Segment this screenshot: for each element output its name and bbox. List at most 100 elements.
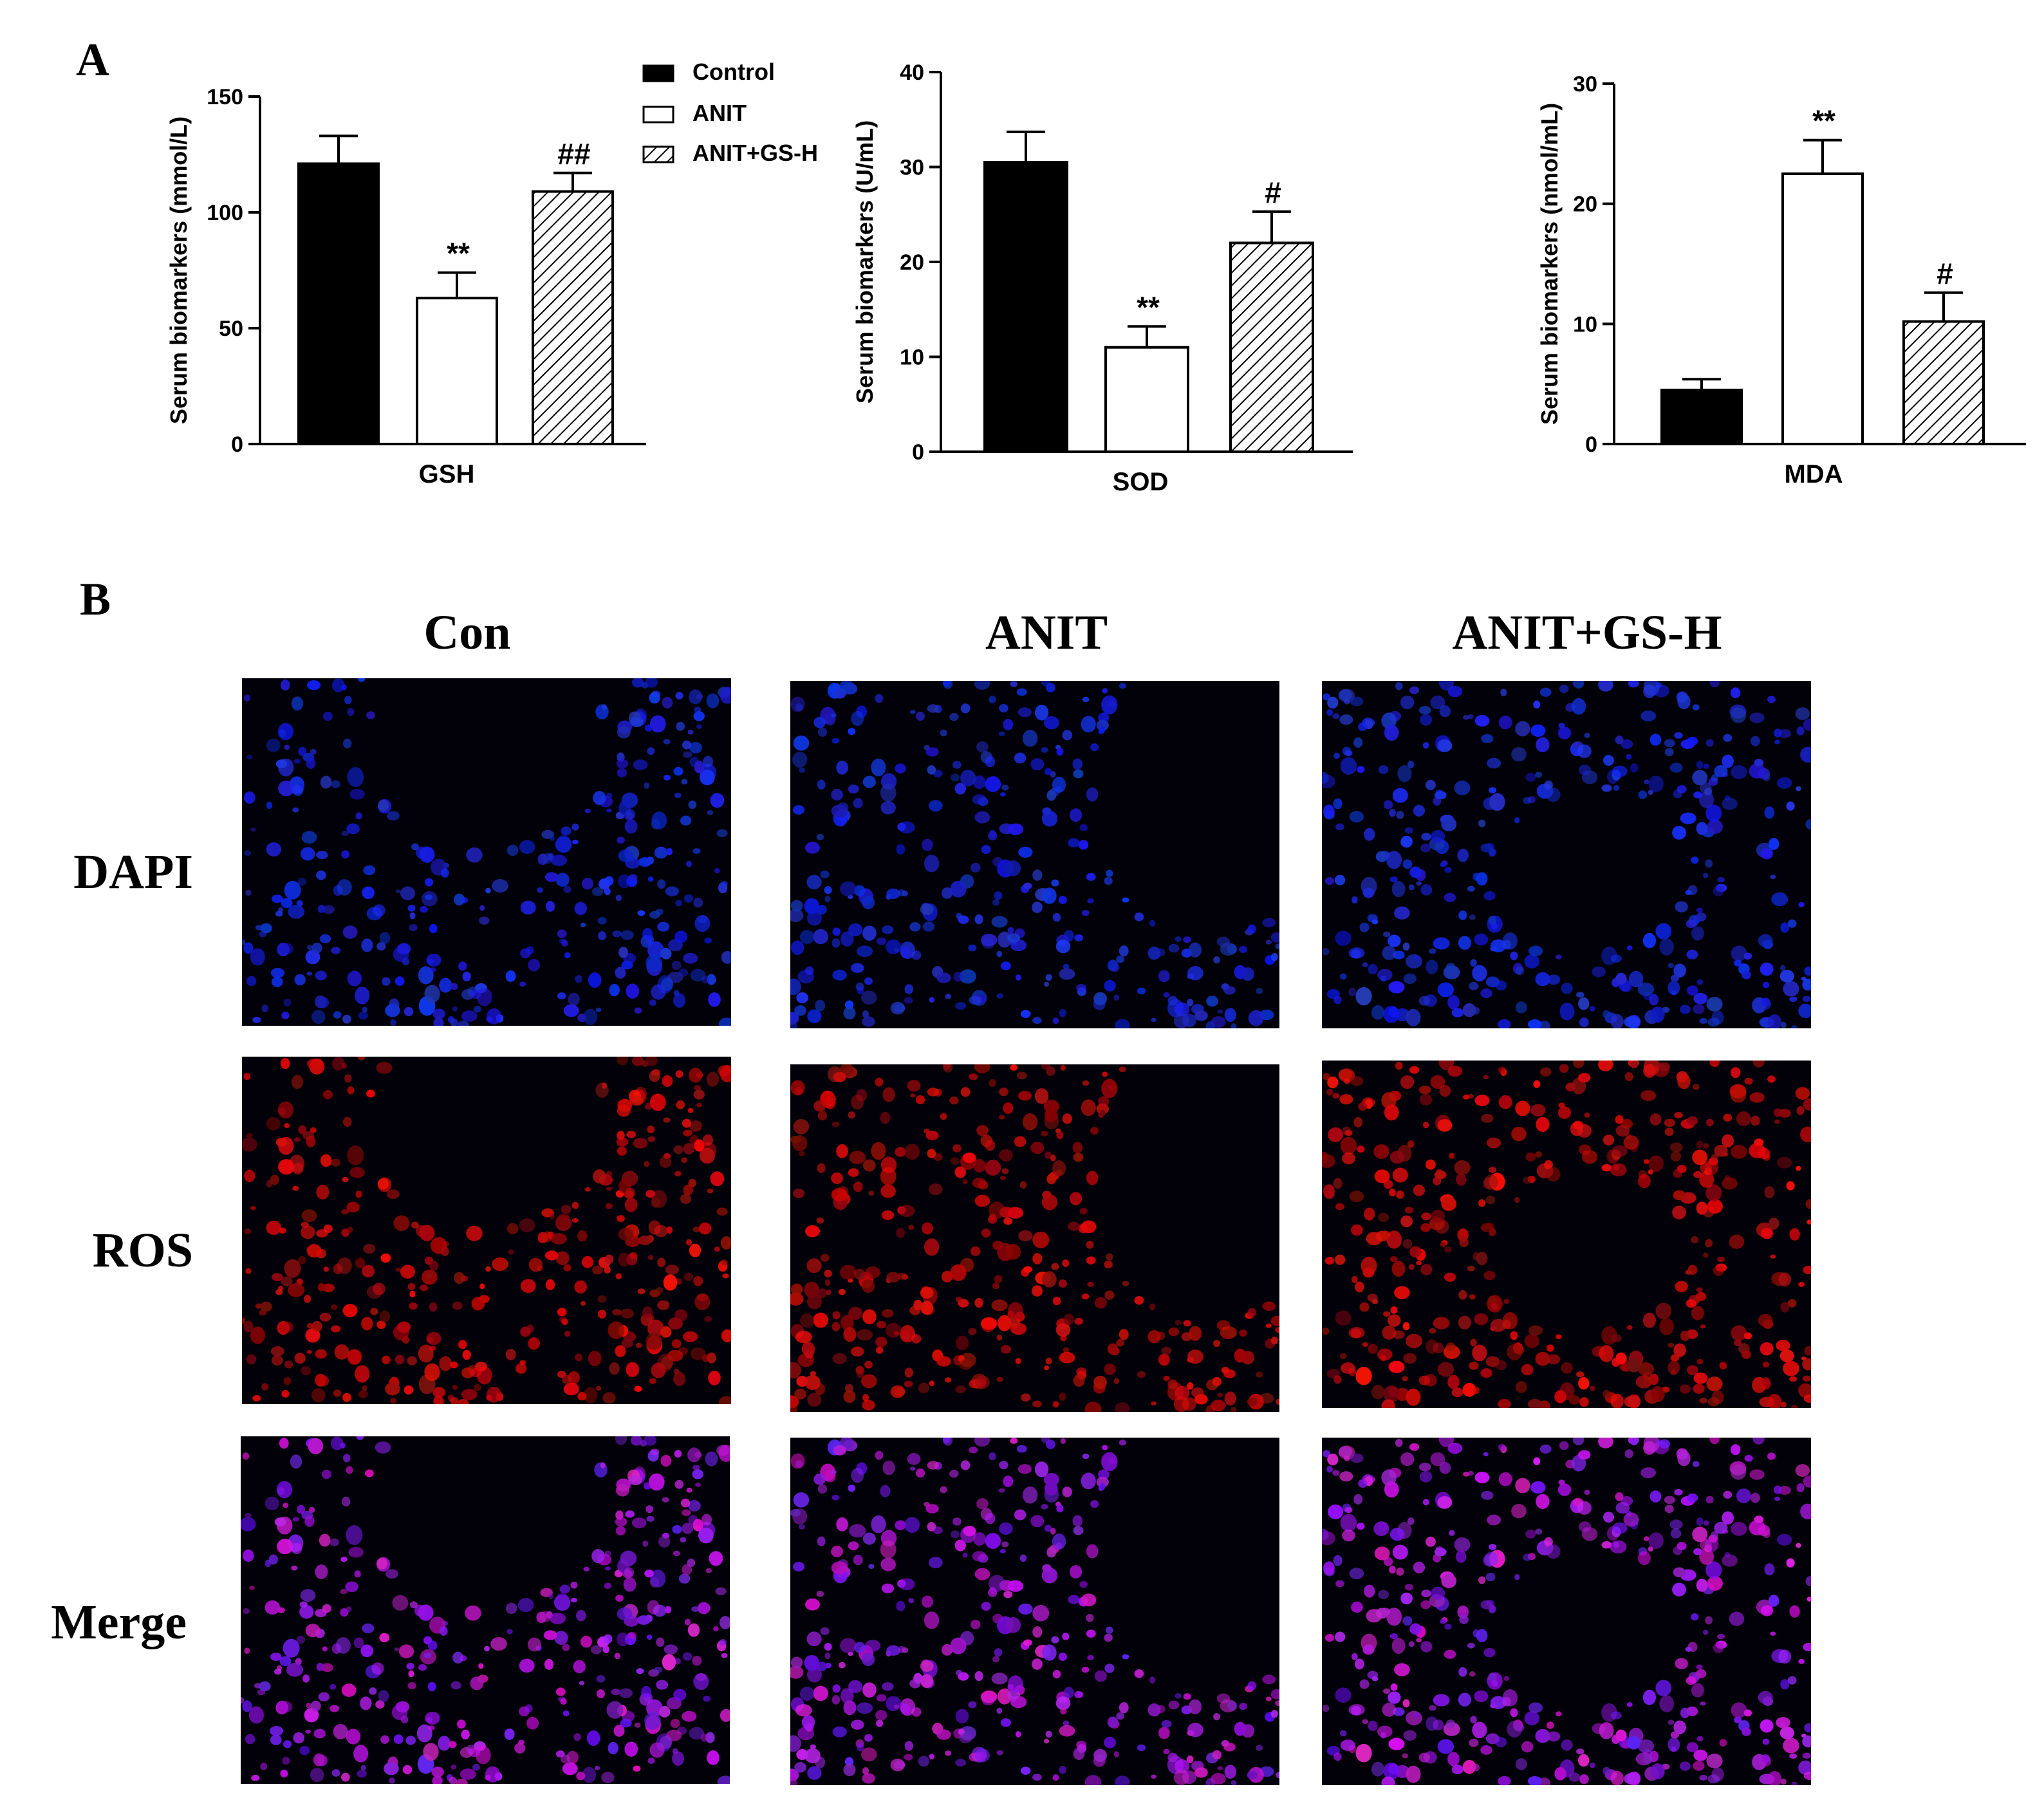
cell-nucleus xyxy=(1703,1520,1709,1526)
cell-nucleus xyxy=(1491,1302,1498,1310)
cell-nucleus xyxy=(841,1688,854,1703)
cell-nucleus xyxy=(646,954,662,972)
cell-nucleus xyxy=(252,1395,261,1402)
cell-nucleus xyxy=(951,774,960,782)
cell-nucleus xyxy=(1802,1358,1811,1371)
cell-nucleus xyxy=(582,1766,597,1783)
cell-nucleus xyxy=(1161,1719,1172,1728)
cell-nucleus xyxy=(1760,1342,1774,1356)
cell-nucleus xyxy=(864,1734,873,1742)
cell-nucleus xyxy=(301,1366,311,1376)
cell-nucleus xyxy=(1052,1774,1059,1781)
cell-nucleus xyxy=(963,1153,976,1163)
cell-nucleus xyxy=(1324,876,1334,885)
cell-nucleus xyxy=(1074,1317,1083,1325)
cell-nucleus xyxy=(1502,1696,1511,1707)
cell-nucleus xyxy=(1335,1310,1352,1326)
cell-nucleus xyxy=(815,999,826,1012)
cell-nucleus xyxy=(1731,1325,1747,1341)
cell-nucleus xyxy=(386,1189,400,1200)
cell-field xyxy=(790,681,1279,1028)
cell-nucleus xyxy=(1368,1720,1378,1731)
cell-nucleus xyxy=(904,1754,913,1761)
cell-nucleus xyxy=(355,1365,370,1383)
cell-nucleus xyxy=(1736,1488,1751,1503)
cell-nucleus xyxy=(796,992,808,1003)
cell-nucleus xyxy=(492,1257,508,1272)
cell-nucleus xyxy=(1503,1299,1510,1304)
cell-nucleus xyxy=(807,1009,822,1023)
cell-nucleus xyxy=(832,1311,841,1320)
cell-nucleus xyxy=(1438,681,1454,690)
cell-nucleus xyxy=(893,947,900,952)
cell-nucleus xyxy=(1547,1354,1561,1365)
cell-nucleus xyxy=(1390,1683,1398,1691)
cell-nucleus xyxy=(448,1741,457,1748)
cell-nucleus xyxy=(244,1228,252,1235)
cell-nucleus xyxy=(996,1750,1004,1756)
cell-nucleus xyxy=(1348,988,1357,997)
cell-nucleus xyxy=(1530,724,1546,737)
cell-nucleus xyxy=(281,1276,293,1287)
cell-nucleus xyxy=(680,815,692,826)
cell-nucleus xyxy=(1774,1108,1782,1117)
cell-nucleus xyxy=(615,1595,624,1602)
cell-nucleus xyxy=(1189,942,1202,958)
cell-nucleus xyxy=(1158,970,1170,983)
cell-nucleus xyxy=(692,848,701,854)
cell-nucleus xyxy=(1434,791,1447,800)
cell-nucleus xyxy=(1796,726,1805,736)
cell-nucleus xyxy=(707,1352,716,1364)
cell-nucleus xyxy=(1212,1376,1222,1387)
cell-nucleus xyxy=(861,1374,877,1389)
cell-nucleus xyxy=(593,791,606,806)
cell-nucleus xyxy=(519,1218,535,1233)
cell-nucleus xyxy=(1333,1752,1342,1761)
cell-nucleus xyxy=(543,1630,557,1640)
cell-nucleus xyxy=(373,1283,386,1295)
cell-nucleus xyxy=(1768,1218,1779,1230)
y-tick-label: 40 xyxy=(900,60,924,85)
cell-nucleus xyxy=(405,1736,416,1745)
cell-nucleus xyxy=(410,1601,418,1609)
cell-nucleus xyxy=(856,1369,864,1378)
cell-nucleus xyxy=(1754,1515,1764,1524)
cell-nucleus xyxy=(1231,1023,1237,1028)
cell-nucleus xyxy=(659,1706,671,1718)
cell-nucleus xyxy=(955,1759,967,1767)
cell-nucleus xyxy=(991,1299,1008,1311)
cell-nucleus xyxy=(279,1656,292,1667)
cell-nucleus xyxy=(936,1729,951,1740)
cell-nucleus xyxy=(1615,1124,1630,1137)
cell-nucleus xyxy=(882,1460,895,1476)
cell-nucleus xyxy=(989,1575,1005,1592)
cell-nucleus xyxy=(466,847,483,863)
cell-nucleus xyxy=(794,1389,807,1400)
cell-nucleus xyxy=(431,1766,444,1777)
cell-nucleus xyxy=(1003,1102,1014,1114)
cell-nucleus xyxy=(1051,1636,1059,1644)
cell-nucleus xyxy=(1400,1215,1413,1228)
cell-nucleus xyxy=(1217,1009,1223,1014)
cell-nucleus xyxy=(1558,1479,1565,1485)
cell-nucleus xyxy=(805,1225,820,1237)
cell-nucleus xyxy=(954,783,966,795)
bar-control xyxy=(983,161,1068,453)
cell-nucleus xyxy=(1328,1127,1344,1142)
cell-nucleus xyxy=(347,1349,362,1365)
cell-nucleus xyxy=(817,1536,826,1546)
cell-nucleus xyxy=(1413,1184,1426,1196)
cell-nucleus xyxy=(1736,1111,1751,1126)
bar-anit xyxy=(1781,172,1864,445)
cell-nucleus xyxy=(1783,1738,1799,1754)
cell-nucleus xyxy=(673,1145,683,1154)
cell-nucleus xyxy=(1340,757,1357,775)
cell-nucleus xyxy=(1339,1730,1347,1737)
cell-nucleus xyxy=(1780,1401,1787,1408)
cell-nucleus xyxy=(1441,817,1457,831)
cell-nucleus xyxy=(1378,765,1389,774)
cell-nucleus xyxy=(1536,1117,1550,1133)
cell-nucleus xyxy=(1340,1362,1355,1374)
cell-nucleus xyxy=(1447,1065,1463,1077)
cell-nucleus xyxy=(1776,1717,1790,1728)
